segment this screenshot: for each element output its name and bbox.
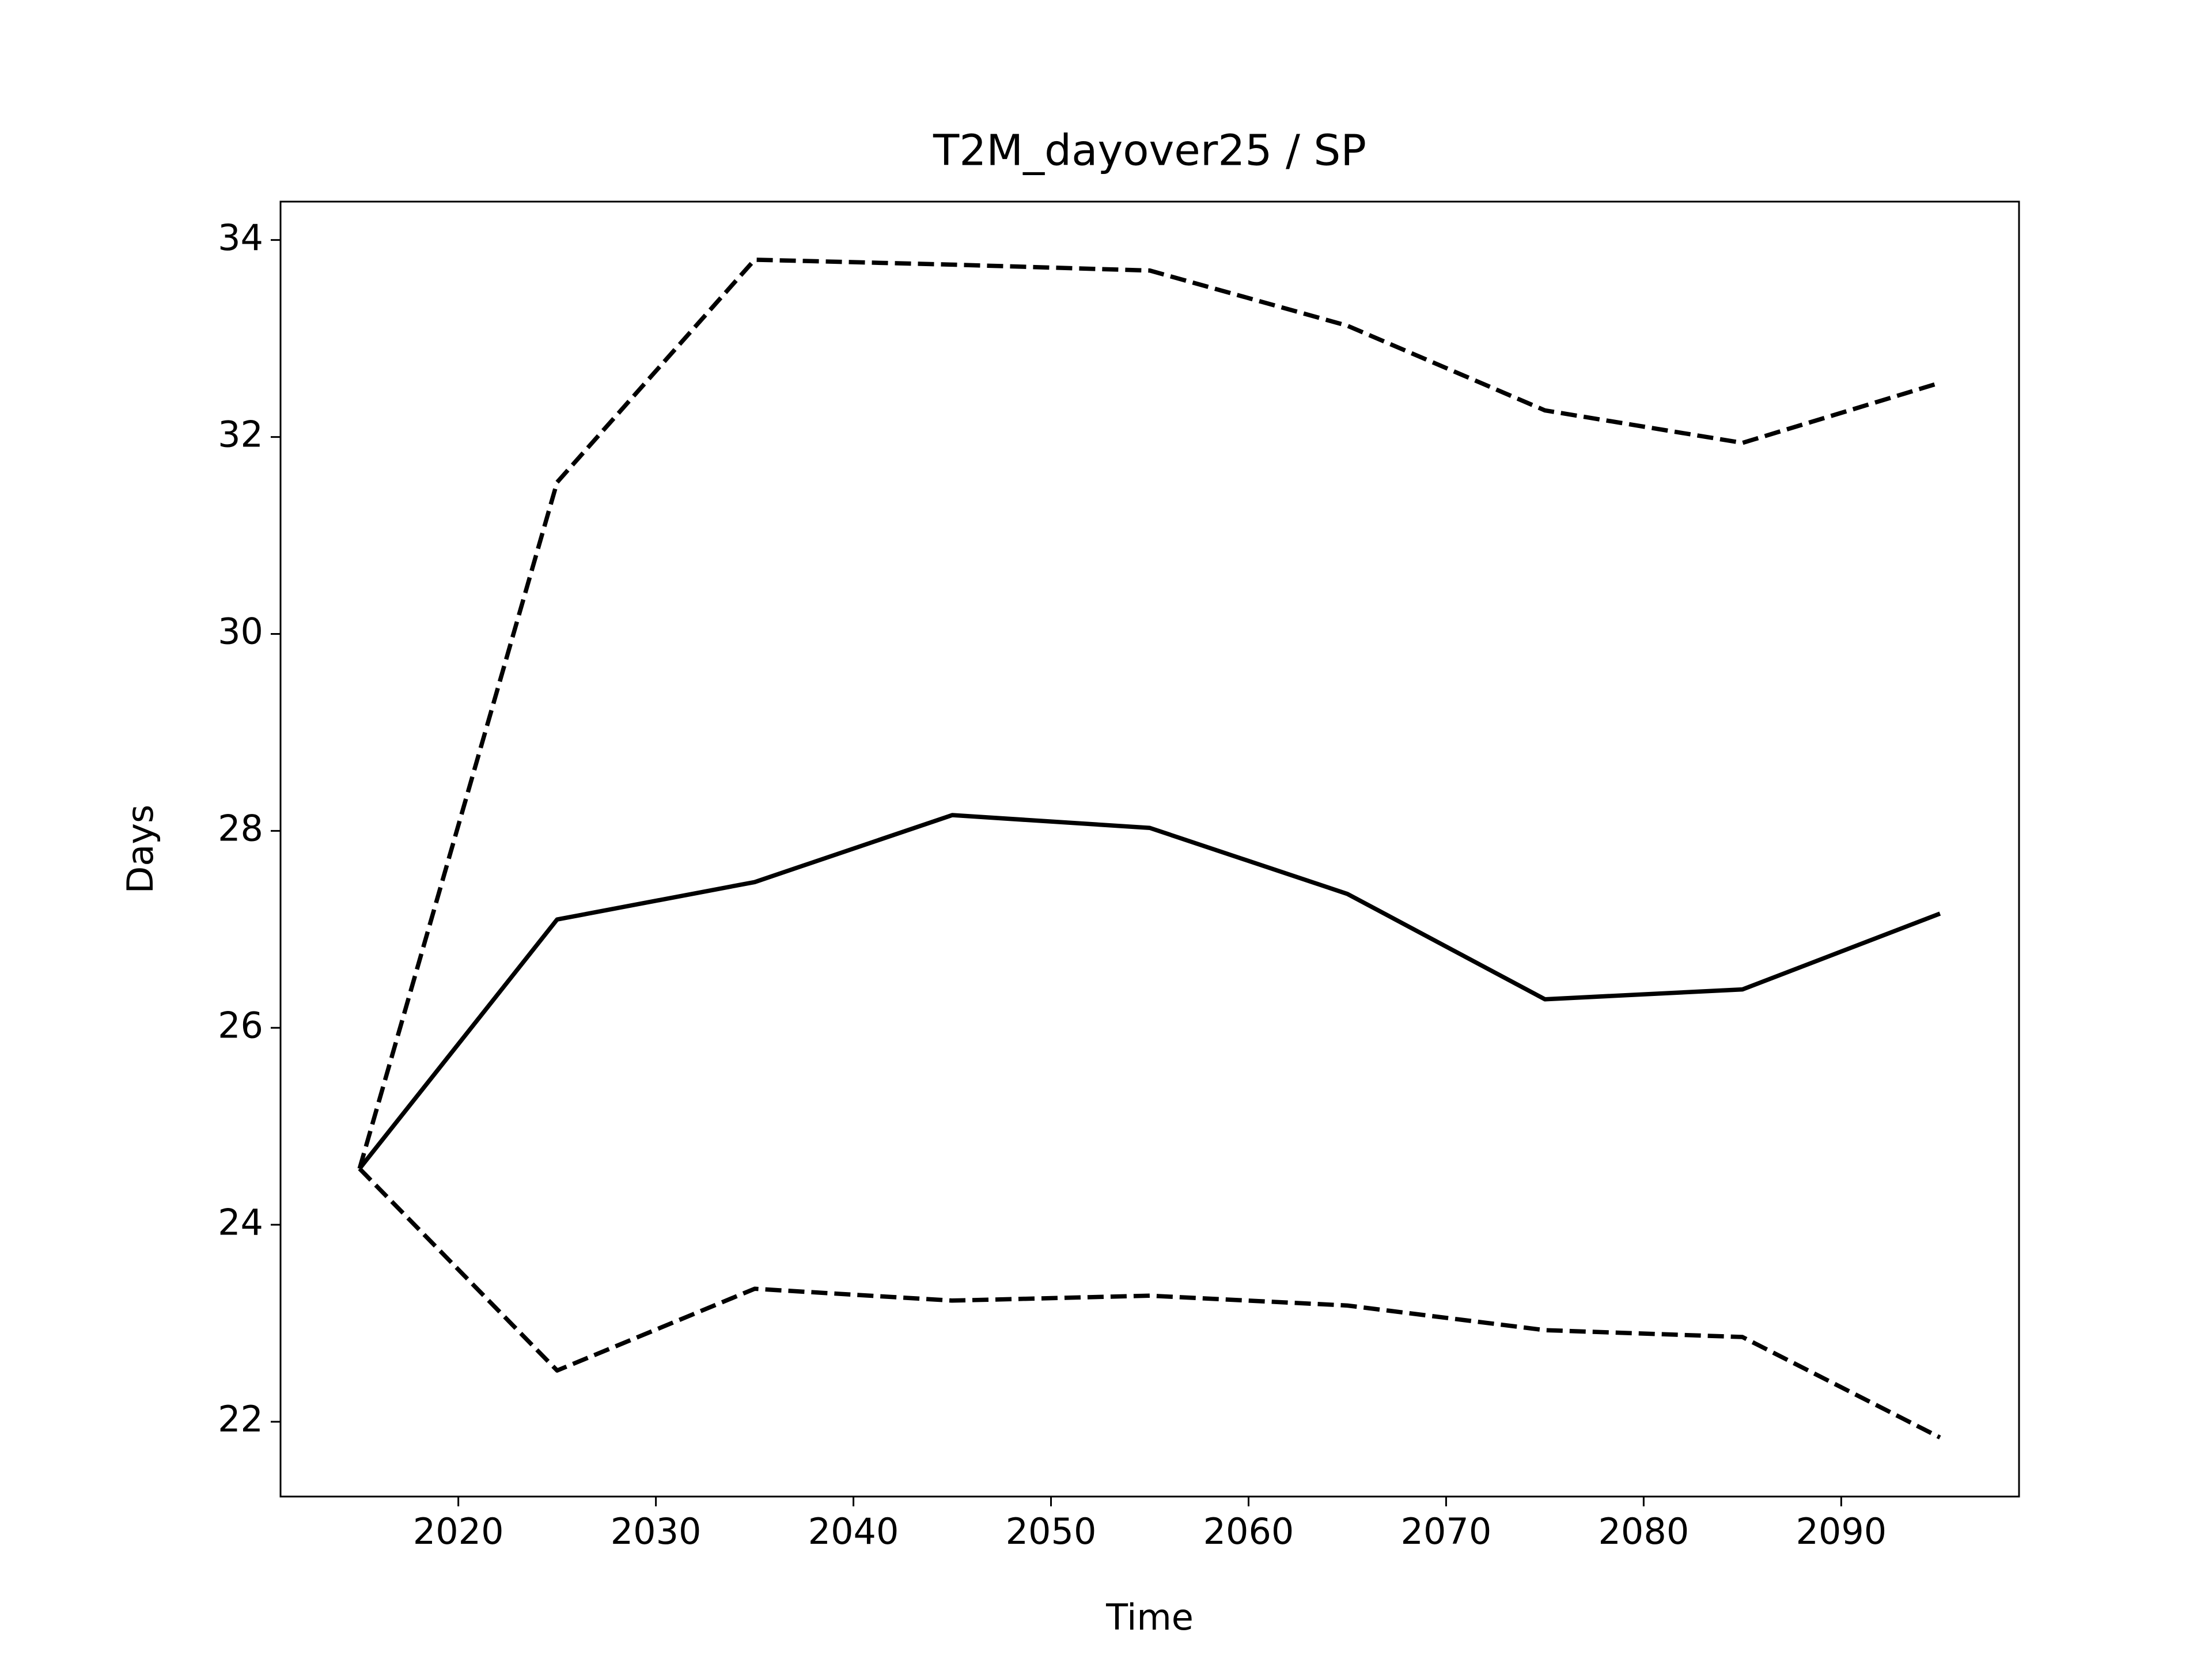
x-tick-label: 2080 xyxy=(1598,1510,1689,1552)
y-tick-label: 26 xyxy=(218,1004,263,1046)
x-tick-label: 2090 xyxy=(1796,1510,1887,1552)
y-tick-label: 28 xyxy=(218,807,263,849)
x-tick-label: 2050 xyxy=(1006,1510,1097,1552)
data-line xyxy=(357,257,1941,1169)
x-axis-label: Time xyxy=(1105,1596,1194,1638)
chart-title: T2M_dayover25 / SP xyxy=(933,126,1366,176)
data-line xyxy=(358,1167,1941,1440)
plot-frame xyxy=(279,200,2020,1498)
y-tick-label: 34 xyxy=(218,217,263,259)
data-line xyxy=(358,813,1941,1171)
x-tick-label: 2040 xyxy=(808,1510,899,1552)
x-tick-label: 2060 xyxy=(1203,1510,1294,1552)
y-tick-label: 24 xyxy=(218,1201,263,1243)
y-tick-label: 22 xyxy=(218,1398,263,1440)
x-tick-label: 2070 xyxy=(1401,1510,1492,1552)
y-axis-label: Days xyxy=(119,805,161,894)
y-tick-label: 30 xyxy=(218,611,263,653)
x-tick-label: 2020 xyxy=(413,1510,504,1552)
y-tick-label: 32 xyxy=(218,414,263,456)
x-tick-label: 2030 xyxy=(611,1510,702,1552)
